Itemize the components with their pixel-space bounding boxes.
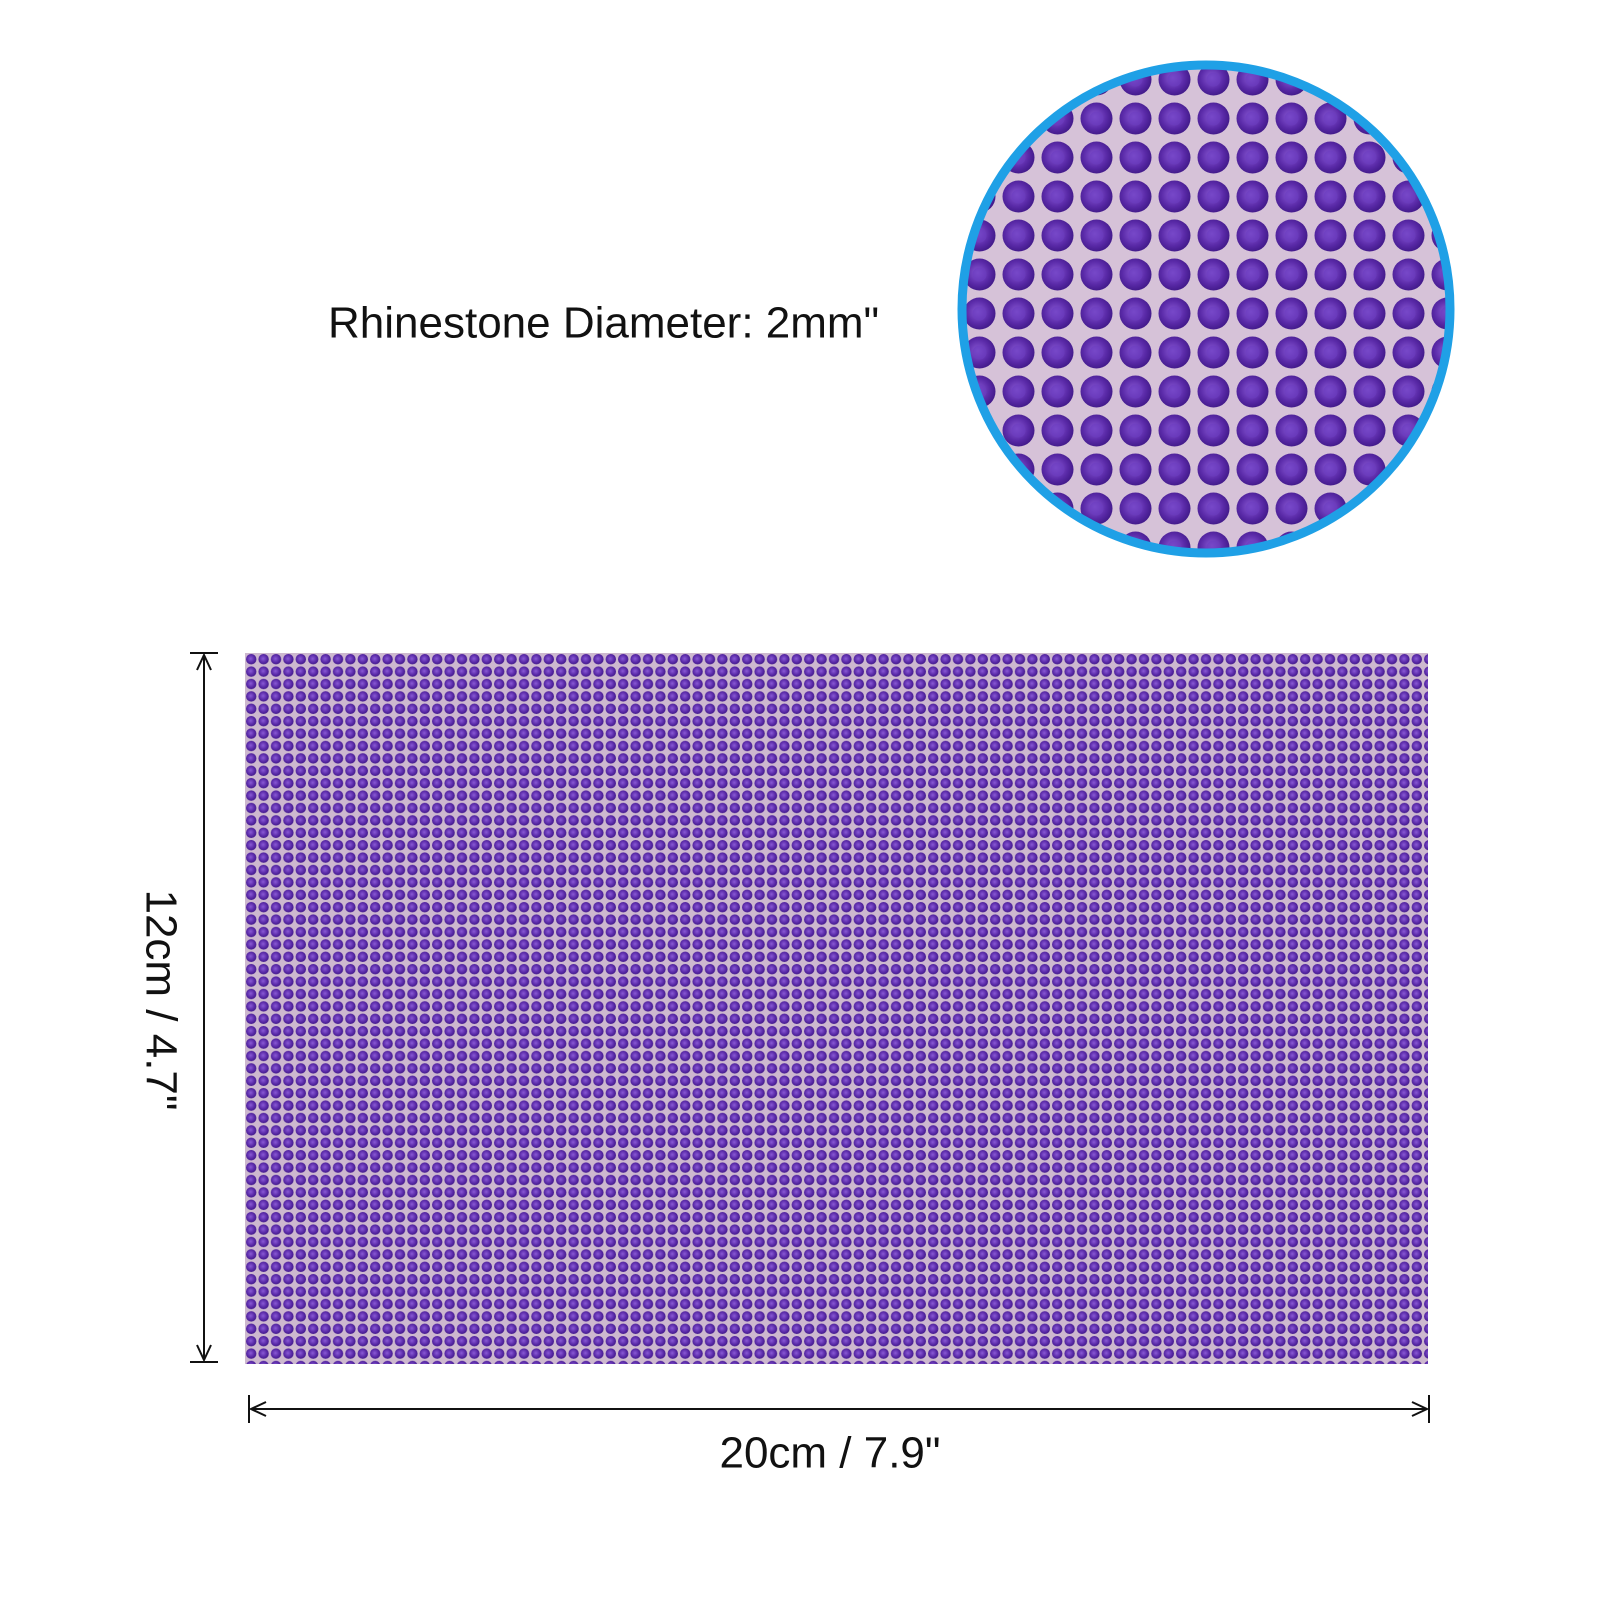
zoom-view bbox=[957, 60, 1455, 558]
width-label: 20cm / 7.9" bbox=[719, 1429, 940, 1478]
diameter-label: Rhinestone Diameter: 2mm" bbox=[328, 299, 879, 348]
height-dimension bbox=[190, 652, 218, 1363]
rhinestone-sheet bbox=[245, 653, 1428, 1364]
width-dimension bbox=[248, 1395, 1430, 1423]
height-label: 12cm / 4.7" bbox=[136, 889, 185, 1110]
